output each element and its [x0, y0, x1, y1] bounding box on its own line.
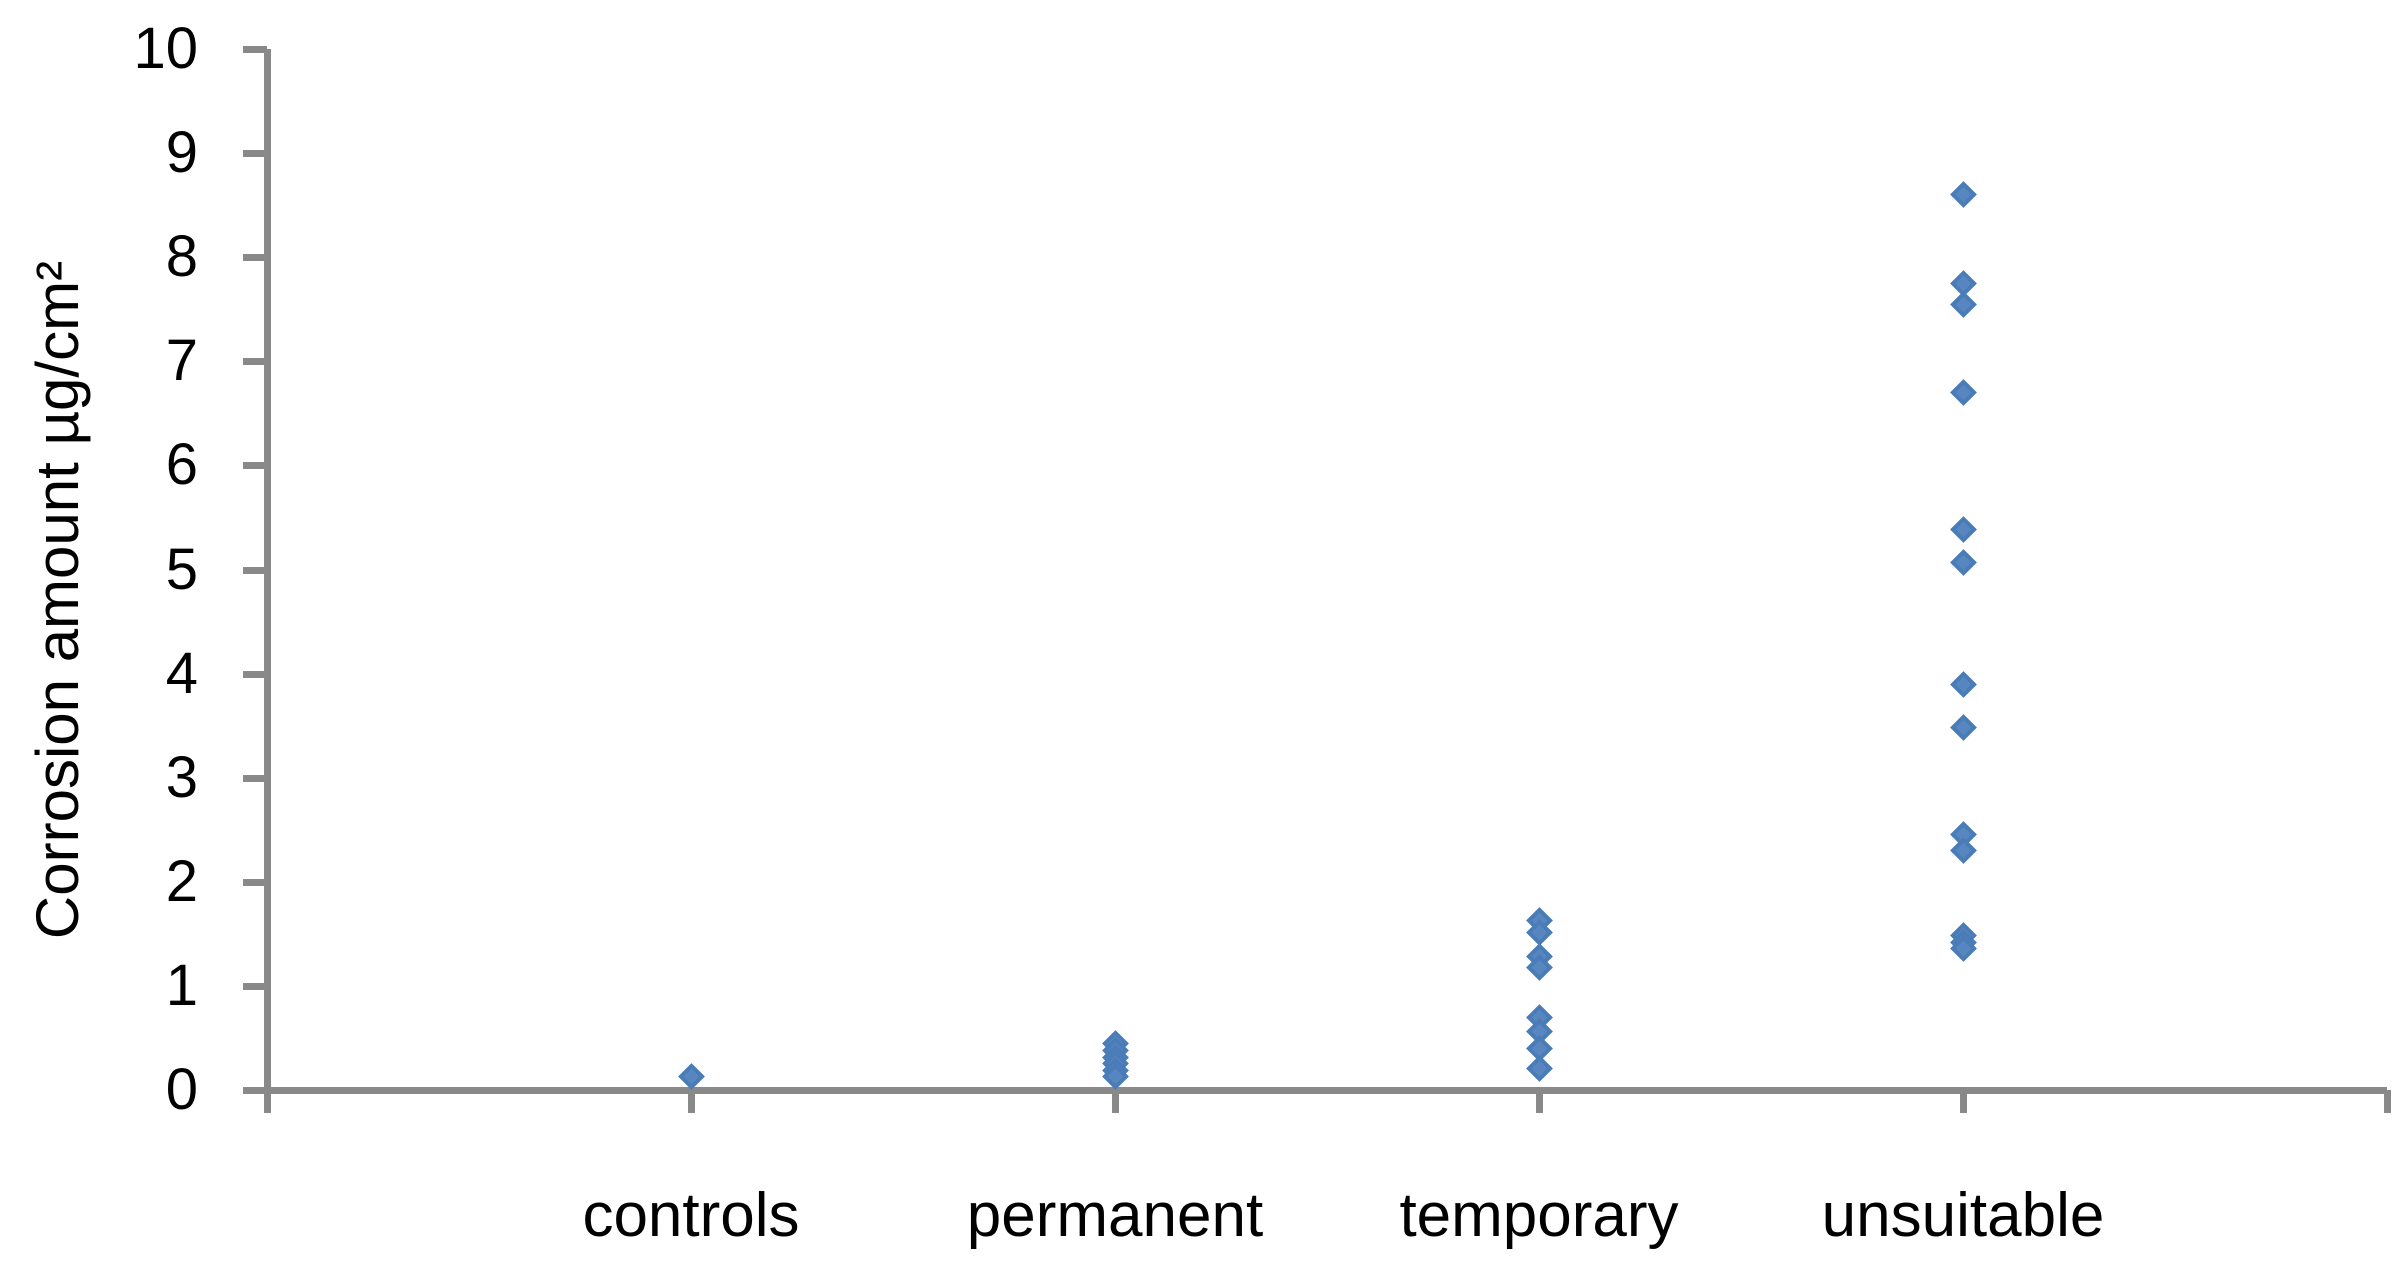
data-point-marker-inner	[1955, 522, 1971, 538]
data-point-marker	[1949, 290, 1977, 318]
y-axis-tick	[243, 1087, 267, 1094]
y-tick-label: 10	[133, 16, 198, 81]
data-point-marker	[1525, 1054, 1553, 1082]
data-point-marker-inner	[1955, 676, 1971, 692]
y-tick-label: 9	[165, 120, 198, 186]
data-point-marker-inner	[1955, 554, 1971, 570]
y-tick-label: 8	[165, 224, 198, 290]
data-point-marker	[1949, 548, 1977, 576]
x-axis-tick	[2384, 1090, 2391, 1113]
y-axis-tick	[243, 46, 267, 53]
data-point-marker-inner	[1955, 384, 1971, 401]
data-point-marker-inner	[1955, 719, 1971, 736]
data-point-marker-inner	[683, 1068, 699, 1085]
x-category-label: controls	[582, 1181, 800, 1250]
y-axis-tick	[243, 566, 267, 574]
data-point-marker-inner	[1955, 842, 1971, 859]
y-axis-tick	[243, 878, 267, 886]
y-axis-tick	[243, 670, 267, 678]
y-axis-tick	[243, 254, 267, 262]
data-point-marker-inner	[1955, 186, 1971, 203]
y-axis-tick	[243, 982, 267, 990]
y-tick-label: 6	[165, 432, 198, 498]
data-point-marker-inner	[1107, 1068, 1123, 1085]
x-axis-tick	[1536, 1090, 1543, 1113]
y-axis-tick	[243, 150, 267, 158]
x-category-label: unsuitable	[1821, 1181, 2105, 1250]
x-axis-tick	[1960, 1090, 1967, 1113]
x-category-label: permanent	[966, 1181, 1264, 1250]
y-tick-label: 3	[165, 744, 198, 810]
y-axis-tick	[243, 462, 267, 470]
y-axis-tick	[243, 774, 267, 782]
y-tick-label: 5	[165, 536, 198, 602]
data-point-marker	[1949, 379, 1977, 406]
data-point-marker	[1949, 837, 1977, 864]
data-point-marker-inner	[1955, 296, 1971, 312]
data-point-marker-inner	[1955, 275, 1971, 291]
data-point-marker	[1949, 670, 1977, 698]
y-tick-label: 0	[165, 1057, 198, 1122]
data-point-marker-inner	[1531, 959, 1547, 975]
x-axis-tick	[1112, 1090, 1119, 1113]
data-point-marker-inner	[1531, 925, 1547, 941]
data-point-marker	[677, 1063, 705, 1090]
y-tick-label: 7	[165, 328, 198, 394]
x-axis-line	[267, 1087, 2387, 1094]
data-point-marker	[1949, 181, 1977, 209]
y-axis-tick	[243, 358, 267, 366]
data-point-marker	[1949, 516, 1977, 544]
data-point-marker	[1949, 714, 1977, 742]
x-axis-tick	[688, 1090, 695, 1113]
y-axis-line	[264, 49, 271, 1113]
y-tick-label: 2	[165, 848, 198, 914]
data-point-marker-inner	[1531, 1060, 1547, 1076]
y-tick-label: 4	[165, 640, 198, 706]
x-category-label: temporary	[1399, 1181, 1679, 1250]
data-point-marker-inner	[1955, 940, 1971, 957]
y-tick-label: 1	[165, 952, 198, 1018]
